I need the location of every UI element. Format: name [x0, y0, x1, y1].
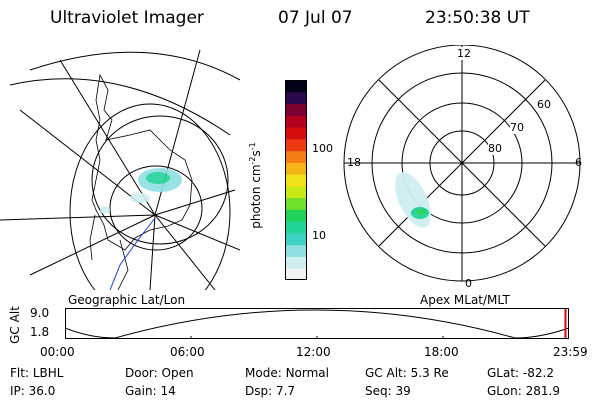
colorbar-segment: [285, 256, 307, 269]
status-door: Door: Open: [125, 366, 194, 380]
colorbar-segment: [285, 232, 307, 246]
date-label: 07 Jul 07: [278, 8, 353, 28]
timeline-xtick-4: 23:59: [553, 345, 588, 359]
status-gain: Gain: 14: [125, 384, 176, 398]
mlt-label-18: 18: [347, 156, 361, 169]
colorbar-segment: [285, 185, 307, 199]
status-dsp: Dsp: 7.7: [245, 384, 296, 398]
lat-label-80: 80: [488, 142, 502, 155]
timeline-ytick-bottom: 1.8: [30, 325, 50, 339]
colorbar-segment: [285, 197, 307, 210]
timeline-xtick-1: 06:00: [170, 345, 205, 359]
colorbar-segment: [285, 244, 307, 257]
timeline-xtick-2: 12:00: [296, 345, 331, 359]
timeline-ylabel: GC Alt: [8, 306, 22, 344]
colorbar-segment: [285, 103, 307, 116]
colorbar-tick-10: 10: [312, 229, 326, 242]
instrument-title: Ultraviolet Imager: [50, 8, 204, 28]
status-mode: Mode: Normal: [245, 366, 329, 380]
colorbar-segment: [285, 127, 307, 140]
status-glat: GLat: -82.2: [487, 366, 554, 380]
colorbar-segment: [285, 150, 307, 163]
colorbar-segment: [285, 174, 307, 187]
lat-label-70: 70: [510, 121, 524, 134]
mlt-label-6: 6: [575, 156, 582, 169]
colorbar-segment: [285, 268, 307, 280]
time-label: 23:50:38 UT: [425, 8, 530, 28]
lat-label-60: 60: [537, 98, 551, 111]
colorbar-segment: [285, 138, 307, 152]
apex-caption: Apex MLat/MLT: [420, 293, 510, 307]
colorbar-segment: [285, 115, 307, 128]
timeline-xtick-0: 00:00: [40, 345, 75, 359]
mlt-label-12: 12: [457, 47, 471, 60]
mlt-label-0: 0: [465, 277, 472, 290]
geographic-caption: Geographic Lat/Lon: [68, 293, 186, 307]
status-ip: IP: 36.0: [10, 384, 56, 398]
colorbar-tick-100: 100: [312, 142, 333, 155]
colorbar-unit-label: photon cm-2s-1: [247, 142, 263, 229]
colorbar-segment: [285, 80, 307, 93]
status-seq: Seq: 39: [365, 384, 411, 398]
status-gc-alt: GC Alt: 5.3 Re: [365, 366, 449, 380]
altitude-timeline: [65, 308, 570, 339]
colorbar-segment: [285, 162, 307, 175]
colorbar-segment: [285, 209, 307, 222]
geographic-map: [0, 49, 240, 290]
timeline-xtick-3: 18:00: [424, 345, 459, 359]
polar-mlt-plot: [343, 45, 581, 282]
timeline-ytick-top: 9.0: [30, 306, 50, 320]
status-glon: GLon: 281.9: [487, 384, 560, 398]
colorbar-segment: [285, 91, 307, 105]
colorbar-segment: [285, 221, 307, 234]
colorbar: [285, 80, 307, 280]
status-flt: Flt: LBHL: [10, 366, 64, 380]
